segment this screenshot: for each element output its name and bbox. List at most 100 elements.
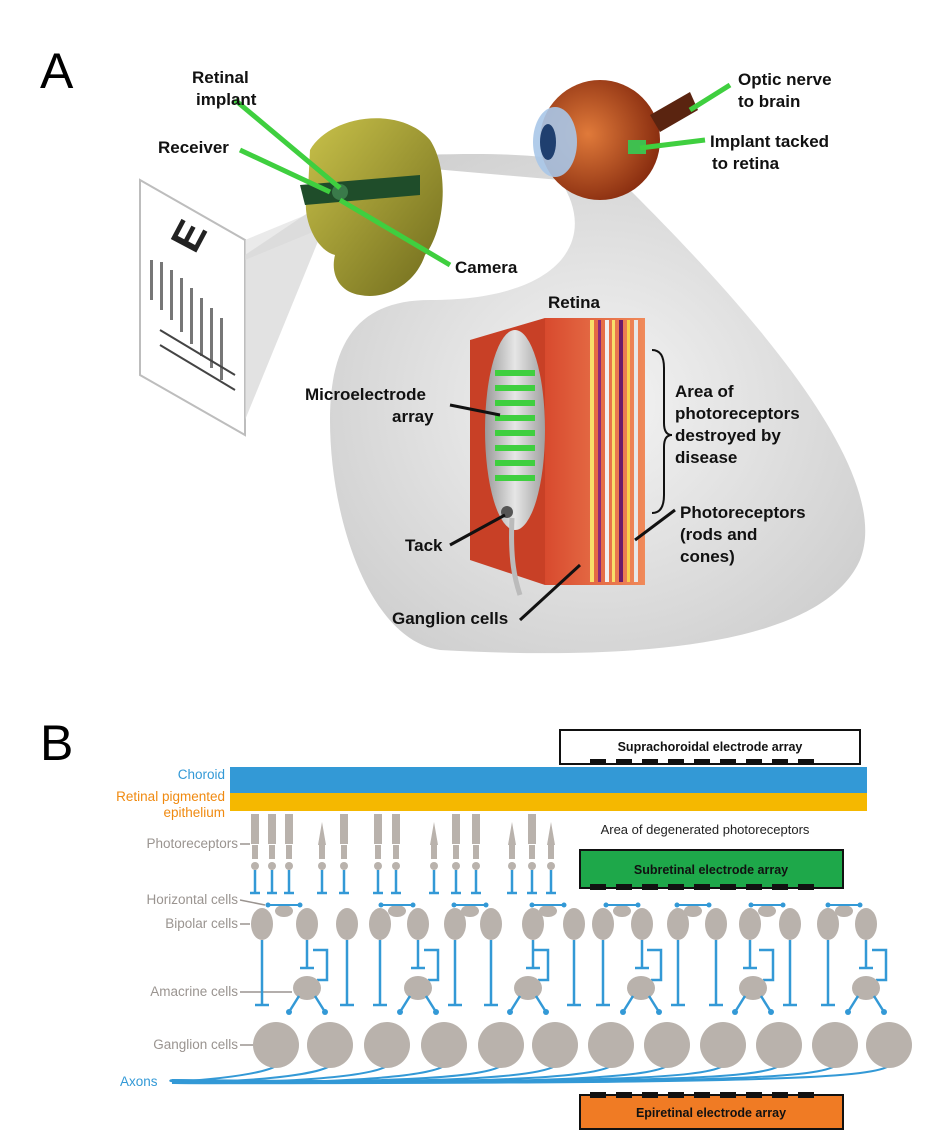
amacrine-synapse xyxy=(620,1009,626,1015)
bipolar-cell xyxy=(705,908,727,940)
rod-outer-segment xyxy=(452,814,460,844)
rod-outer-segment xyxy=(285,814,293,844)
amacrine-synapse xyxy=(322,1009,328,1015)
horizontal-synapse xyxy=(451,902,457,908)
bipolar-cell xyxy=(855,908,877,940)
amacrine-cell xyxy=(293,976,321,1000)
amacrine-process xyxy=(872,948,888,982)
cone-outer-segment xyxy=(547,822,555,845)
electrode-pad xyxy=(694,884,710,890)
amacrine-synapse xyxy=(507,1009,513,1015)
ganglion-axon xyxy=(171,1065,890,1085)
ganglion-cell xyxy=(756,1022,802,1068)
bipolar-cell xyxy=(667,908,689,940)
amacrine-cell xyxy=(514,976,542,1000)
microelectrodes xyxy=(495,370,535,481)
bipolar-cell xyxy=(592,908,614,940)
amacrine-dendrite xyxy=(398,995,412,1013)
electrode-pad xyxy=(590,884,606,890)
photoreceptor-inner-segment xyxy=(286,845,292,859)
panel-a: A E xyxy=(40,43,866,654)
amacrine-synapse xyxy=(881,1009,887,1015)
bipolar-cell xyxy=(407,908,429,940)
label-retina: Retina xyxy=(548,293,601,312)
label-photoreceptors-2: (rods and xyxy=(680,525,757,544)
epiretinal-label: Epiretinal electrode array xyxy=(636,1106,786,1120)
eye-chart-rows xyxy=(150,260,223,380)
suprachoroidal-label: Suprachoroidal electrode array xyxy=(618,740,803,754)
horizontal-synapse xyxy=(857,902,863,908)
amacrine-dendrite xyxy=(872,995,886,1013)
horizontal-cell xyxy=(684,905,702,917)
label-axons: Axons xyxy=(120,1074,158,1089)
photoreceptor-nucleus xyxy=(340,862,348,870)
cone-outer-segment xyxy=(318,822,326,845)
photoreceptor-nucleus xyxy=(472,862,480,870)
label-photoreceptors-3: cones) xyxy=(680,547,735,566)
electrode-pad xyxy=(616,884,632,890)
ganglion-cell xyxy=(866,1022,912,1068)
label-implant-tacked-1: Implant tacked xyxy=(710,132,829,151)
electrode-pad xyxy=(720,884,736,890)
rod-outer-segment xyxy=(472,814,480,844)
photoreceptor-inner-segment xyxy=(393,845,399,859)
camera-beam xyxy=(245,198,330,420)
label-area-4: disease xyxy=(675,448,737,467)
horizontal-cell xyxy=(275,905,293,917)
eyeball xyxy=(533,80,698,200)
bipolar-cell xyxy=(444,908,466,940)
panel-b: B Suprachoroidal electrode array Choroid… xyxy=(40,715,912,1130)
photoreceptor-inner-segment xyxy=(548,845,554,859)
rod-outer-segment xyxy=(251,814,259,844)
photoreceptor-nucleus xyxy=(268,862,276,870)
label-photoreceptors-1: Photoreceptors xyxy=(680,503,806,522)
amacrine-dendrite xyxy=(287,995,301,1013)
amacrine-process xyxy=(647,948,663,982)
amacrine-process xyxy=(313,948,329,982)
photoreceptor-cells xyxy=(250,814,556,895)
amacrine-cell xyxy=(852,976,880,1000)
bipolar-cell xyxy=(369,908,391,940)
photoreceptor-inner-segment xyxy=(252,845,258,859)
photoreceptor-nucleus xyxy=(528,862,536,870)
amacrine-synapse xyxy=(732,1009,738,1015)
ganglion-cell xyxy=(532,1022,578,1068)
bipolar-cell xyxy=(739,908,761,940)
electrode-pad xyxy=(746,759,762,765)
amacrine-synapse xyxy=(768,1009,774,1015)
axon-bundle xyxy=(169,1065,890,1085)
amacrine-process xyxy=(424,948,440,982)
label-area-2: photoreceptors xyxy=(675,404,800,423)
amacrine-synapse xyxy=(845,1009,851,1015)
label-camera: Camera xyxy=(455,258,518,277)
horizontal-cells xyxy=(265,902,863,917)
electrode-pad xyxy=(746,884,762,890)
label-photoreceptors-b: Photoreceptors xyxy=(146,836,238,851)
electrode-pad xyxy=(720,1092,736,1098)
panel-a-letter: A xyxy=(40,43,74,99)
horizontal-synapse xyxy=(780,902,786,908)
photoreceptor-inner-segment xyxy=(269,845,275,859)
electrode-pad xyxy=(668,1092,684,1098)
ganglion-cell xyxy=(588,1022,634,1068)
photoreceptor-nucleus xyxy=(430,862,438,870)
electrode-pad xyxy=(746,1092,762,1098)
amacrine-cell xyxy=(627,976,655,1000)
amacrine-dendrite xyxy=(733,995,747,1013)
amacrine-synapse xyxy=(433,1009,439,1015)
horizontal-cell xyxy=(388,905,406,917)
photoreceptor-inner-segment xyxy=(431,845,437,859)
bipolar-cell xyxy=(480,908,502,940)
ganglion-cell xyxy=(478,1022,524,1068)
label-optic-nerve-2: to brain xyxy=(738,92,800,111)
amacrine-dendrite xyxy=(534,995,548,1013)
photoreceptor-nucleus xyxy=(374,862,382,870)
photoreceptor-nucleus xyxy=(318,862,326,870)
amacrine-dendrite xyxy=(759,995,773,1013)
bipolar-cell xyxy=(296,908,318,940)
label-rpe-2: epithelium xyxy=(163,805,225,820)
horizontal-cell xyxy=(539,905,557,917)
suprachoroidal-array: Suprachoroidal electrode array xyxy=(559,729,861,765)
retina-block xyxy=(470,318,645,596)
horizontal-synapse xyxy=(297,902,303,908)
